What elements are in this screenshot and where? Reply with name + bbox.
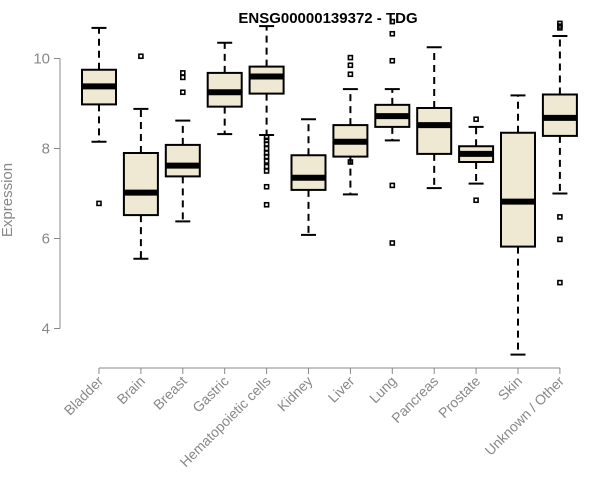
outlier-point [180,74,186,81]
y-tick-label: 4 [42,321,50,338]
box-group [332,54,369,196]
box-group [416,46,453,190]
outlier-point [473,116,479,123]
iqr-box [122,152,159,217]
outlier-point [138,53,144,60]
outlier-point [347,71,354,78]
box-group [248,25,285,208]
outlier-point [557,279,563,286]
x-tick-label: Unknown / Other [481,373,567,459]
x-tick-label: Prostate [435,373,483,421]
box-group [374,18,411,246]
box-group [122,53,159,260]
outlier-point [389,240,396,246]
y-axis-label: Expression [0,163,16,237]
outlier-point [263,134,270,141]
outlier-point [389,57,396,64]
box-group [81,26,117,207]
outlier-point [473,197,479,204]
outlier-point [180,89,186,96]
x-tick-label: Brain [114,373,148,407]
iqr-box [164,143,201,178]
outlier-point [263,158,270,164]
chart-title: ENSG00000139372 - TDG [238,10,417,27]
y-tick-label: 6 [42,231,50,248]
y-tick-label: 10 [33,51,50,68]
x-tick-label: Breast [150,373,190,413]
box-group [290,118,327,236]
outlier-point [389,30,396,37]
outlier-point [263,145,270,152]
x-tick-label: Kidney [274,373,316,415]
x-tick-label: Pancreas [388,373,441,426]
outlier-point [263,201,270,208]
outlier-point [389,18,396,25]
outlier-point [263,168,270,174]
outlier-point [347,54,354,61]
outlier-point [557,20,563,27]
outlier-point [263,137,270,144]
x-tick-label: Skin [495,373,526,404]
iqr-box [500,131,536,248]
box-series [81,18,578,356]
outlier-point [96,200,102,207]
box-group [500,94,536,356]
outlier-point [263,183,270,190]
outlier-point [389,182,396,189]
x-tick-label: Lung [366,373,399,406]
outlier-point [347,159,354,165]
outlier-point [557,214,563,220]
box-group [541,20,578,286]
y-axis: 4 6 8 10 [33,51,61,338]
outlier-point [263,163,270,170]
iqr-box [290,154,327,191]
outlier-point [347,62,354,69]
x-tick-label: Bladder [61,373,107,419]
x-tick-label: Liver [325,373,358,406]
iqr-box [416,107,453,155]
box-group [458,116,495,204]
y-tick-label: 8 [42,141,50,158]
box-group [164,70,201,223]
box-group [206,41,243,136]
outlier-point [557,236,563,243]
outlier-point [263,150,270,156]
outlier-point [180,70,186,76]
iqr-box [248,65,285,95]
